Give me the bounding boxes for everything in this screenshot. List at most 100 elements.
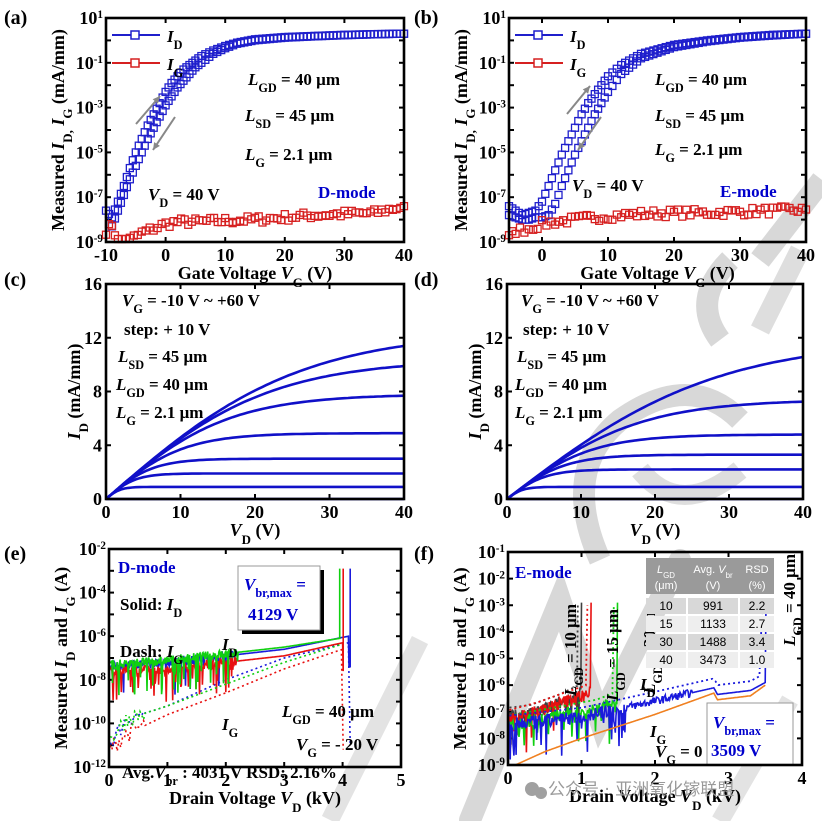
arrow-head: [153, 142, 160, 150]
annotation-id: ID: [639, 675, 656, 700]
y-tick-label: 10-7: [76, 187, 104, 207]
annotation-lgd: LGD = 40 μm: [281, 702, 374, 727]
y-tick-label: 10-3: [478, 595, 506, 615]
x-tick-label: 40: [797, 245, 815, 265]
table-cell-bg: [646, 616, 686, 632]
curve-label: LGD = 10 μm: [561, 604, 586, 697]
annotation-solid: Solid: ID: [120, 595, 182, 620]
data-point: [554, 190, 563, 200]
x-tick-label: 40: [395, 245, 413, 265]
panel-label: (d): [414, 269, 438, 291]
y-tick-label: 101: [482, 8, 506, 28]
data-point: [113, 206, 123, 215]
table-cell-bg: [740, 598, 774, 614]
iv-curve: [506, 355, 804, 501]
y-tick-label: 12: [485, 328, 503, 348]
legend-marker: [130, 58, 140, 68]
axes-frame: [104, 282, 406, 501]
arrow-head: [582, 86, 590, 94]
y-tick-label: 16: [84, 274, 102, 294]
x-tick-label: 4: [798, 768, 807, 788]
data-point: [511, 229, 520, 238]
curve-label: LGD = 15 μm: [603, 609, 628, 702]
panel-b: (b) 0 10 20 30 40 10-9 10-7 10-5 10-3 10-1 101 Gate …: [414, 7, 815, 290]
y-tick-label: 10-9: [478, 755, 506, 775]
table-cell-bg: [646, 634, 686, 650]
y-tick-label: 10-2: [79, 539, 107, 559]
y-axis-label: Measured ID, IG (mA/mm): [451, 29, 478, 231]
data-point: [560, 174, 570, 183]
annotation-lgd: LGD = 40 μm: [115, 375, 208, 400]
y-tick-label: 4: [93, 435, 102, 455]
data-point: [612, 210, 621, 219]
panel-label: (e): [4, 543, 26, 565]
data-point: [612, 75, 621, 85]
y-axis-label: Measured ID and IG (A): [450, 567, 477, 749]
data-point: [603, 215, 613, 224]
data-point: [570, 123, 580, 132]
panel-label: (b): [414, 7, 438, 29]
data-point: [544, 181, 553, 191]
data-point: [567, 130, 576, 139]
x-tick-label: 0: [504, 768, 513, 788]
data-point: [515, 223, 525, 232]
data-point: [116, 198, 126, 207]
iv-curve: [105, 457, 404, 500]
annotation-step: step: + 10 V: [523, 320, 610, 339]
annotation-lg: LG = 2.1 μm: [514, 403, 602, 428]
x-tick-label: 30: [335, 245, 353, 265]
axes-frame: [107, 547, 403, 769]
axes-frame: [104, 16, 406, 244]
ig-curve: [109, 644, 340, 742]
data-point: [560, 143, 570, 153]
panel-label: (c): [4, 269, 26, 291]
data-point: [554, 158, 563, 167]
data-point: [551, 199, 560, 209]
annotation-vd: VD = 40 V: [572, 176, 644, 201]
watermark-stroke: [321, 635, 429, 821]
y-tick-label: 10-7: [478, 702, 506, 722]
table-cell-bg: [646, 598, 686, 614]
data-point: [541, 189, 550, 198]
data-point: [122, 182, 132, 192]
data-point: [595, 216, 604, 225]
table-cell: 1.0: [749, 653, 766, 667]
table-header-cell: RSD: [745, 564, 768, 576]
x-tick-label: 10: [572, 502, 590, 522]
y-axis-label: ID (mA/mm): [465, 344, 492, 441]
y-tick-label: 10-4: [478, 622, 506, 642]
watermark-layer: [321, 173, 822, 821]
vbr-box: [237, 565, 321, 631]
x-tick-label: 1: [163, 770, 172, 790]
iv-curve: [506, 453, 803, 501]
x-tick-label: 2: [651, 768, 660, 788]
data-point: [608, 81, 617, 91]
x-tick-label: 0: [105, 770, 114, 790]
table-cell: 2.2: [749, 599, 766, 613]
annotation-vg-range: VG = -10 V ~ +60 V: [521, 291, 660, 316]
y-tick-label: 10-9: [479, 232, 507, 252]
table-cell-bg: [740, 616, 774, 632]
id-curve: [109, 568, 341, 696]
data-point: [678, 212, 687, 221]
y-tick-label: 10-5: [76, 142, 104, 162]
data-point: [524, 225, 533, 234]
ig-dotted-curve: [509, 605, 589, 711]
table-cell-bg: [688, 634, 738, 650]
table-cell-bg: [688, 598, 738, 614]
annotation-lsd: LSD = 45 μm: [654, 106, 744, 131]
y-tick-label: 12: [84, 328, 102, 348]
axes-frame: [505, 282, 805, 501]
x-tick-label: 10: [599, 245, 617, 265]
data-point: [529, 225, 538, 234]
panel-a: (a) -10 0 10 20 30 40 10-9 10-7 10-5 10-3 10-1 101 Ga…: [4, 7, 413, 290]
x-tick-label: 20: [276, 245, 294, 265]
watermark-stroke: [751, 173, 822, 267]
x-tick-label: 3: [280, 770, 289, 790]
data-point: [590, 214, 599, 224]
y-tick-label: 10-10: [73, 713, 106, 733]
x-tick-label: 0: [102, 502, 111, 522]
annotation-lg: LG = 2.1 μm: [115, 403, 203, 428]
data-point: [119, 190, 129, 200]
